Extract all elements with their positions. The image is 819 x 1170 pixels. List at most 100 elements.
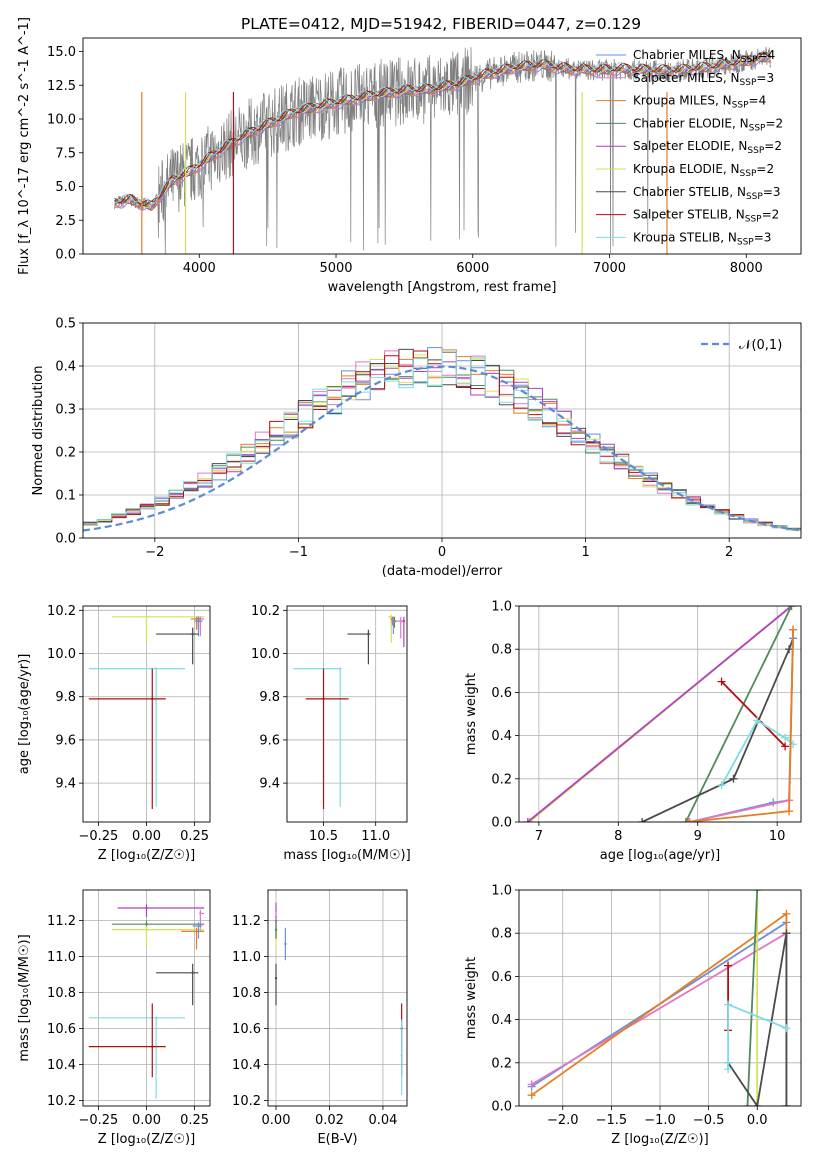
massweight-vs-age-frame <box>518 605 802 823</box>
spectrum-axes: 4000 5000 6000 7000 8000 0.0 2.5 5.0 7.5 10.0 12.5… <box>17 17 802 295</box>
mass-weight-marker <box>717 781 726 790</box>
massweight-vs-Z-ytick-label: 0.8 <box>491 927 512 942</box>
spectrum-xtick-label: 4000 <box>183 261 216 276</box>
legend-subscript: SSP <box>741 55 758 65</box>
legend-name: Chabrier ELODIE, N <box>633 116 749 130</box>
mass-weight-marker <box>781 742 790 751</box>
massweight-vs-age-ytick-label: 0.8 <box>491 643 512 658</box>
mass-vs-ebv-ytick-label: 10.8 <box>232 986 261 1001</box>
mass-weight-line <box>746 890 759 1106</box>
massweight-vs-age-xtick-label: 8 <box>614 829 622 844</box>
mass-weight-line <box>527 606 793 822</box>
mass-weight-marker <box>782 1024 791 1033</box>
errorbar-point <box>145 923 148 926</box>
legend-value: =2 <box>765 116 783 130</box>
mass-vs-ebv-axes: 0.00 0.02 0.04 10.2 10.4 10.6 10.8 11.0 11.2 E(B-… <box>232 889 408 1147</box>
legend-value: =2 <box>764 139 782 153</box>
mass-weight-marker <box>782 1102 791 1106</box>
spectrum-xlabel: wavelength [Angstrom, rest frame] <box>328 280 557 295</box>
massweight-vs-Z-ytick-label: 0.4 <box>491 1013 512 1028</box>
mass-weight-line <box>720 680 786 748</box>
mass-weight-marker <box>527 1080 536 1089</box>
massweight-vs-age-ytick-label: 0.0 <box>491 816 512 831</box>
mass-weight-line <box>727 933 788 1106</box>
mass-weight-marker <box>717 677 726 686</box>
spectrum-model-line <box>114 52 772 208</box>
age-vs-Z-xtick-label: 0.00 <box>132 829 161 844</box>
massweight-vs-Z-xtick-label: 0.0 <box>747 1113 768 1128</box>
massweight-vs-age-ytick-label: 0.2 <box>491 772 512 787</box>
spectrum-legend-label: Salpeter STELIB, NSSP=2 <box>633 208 779 225</box>
mass-vs-Z-ytick-label: 11.2 <box>47 914 76 929</box>
errorbar-point <box>274 977 278 980</box>
age-vs-mass-ytick-label: 10.0 <box>251 647 280 662</box>
mass-weight-marker <box>782 909 791 918</box>
mass-vs-Z-ytick-label: 10.8 <box>47 986 76 1001</box>
residuals-ytick-label: 0.0 <box>55 532 76 547</box>
residuals-axes: −2 −1 0 1 2 0.0 0.1 0.2 0.3 0.4 0.5 (data-model)/er… <box>31 317 802 579</box>
mass-vs-Z-xtick-label: −0.25 <box>78 1113 118 1128</box>
figure-title: PLATE=0412, MJD=51942, FIBERID=0447, z=0… <box>241 15 641 33</box>
massweight-vs-Z-ytick-label: 1.0 <box>491 884 512 899</box>
mass-weight-marker <box>782 929 791 938</box>
spectrum-frame <box>82 37 802 255</box>
errorbar-point <box>402 619 406 623</box>
residuals-ylabel: Normed distribution <box>31 366 46 496</box>
residuals-ytick-label: 0.2 <box>55 446 76 461</box>
massweight-vs-age-ytick-label: 0.6 <box>491 686 512 701</box>
spectrum-legend-label: Kroupa STELIB, NSSP=3 <box>633 230 771 247</box>
legend-value: =3 <box>763 185 781 199</box>
residuals-ytick-label: 0.3 <box>55 403 76 418</box>
age-vs-Z-xlabel: Z [log₁₀(Z/Z☉)] <box>98 848 195 863</box>
residuals-frame <box>82 322 802 539</box>
mass-vs-Z-frame <box>82 889 211 1107</box>
residuals-xtick-label: 0 <box>438 545 446 560</box>
legend-value: =4 <box>749 94 767 108</box>
legend-name: Chabrier STELIB, N <box>633 185 746 199</box>
age-vs-Z-xtick-label: 0.25 <box>180 829 209 844</box>
age-vs-Z-frame <box>82 605 211 823</box>
mass-weight-line <box>720 719 794 786</box>
mass-vs-Z-ytick-label: 10.2 <box>47 1094 76 1109</box>
legend-value: =3 <box>754 230 772 244</box>
legend-subscript: SSP <box>746 192 763 202</box>
legend-name: Kroupa MILES, N <box>633 94 732 108</box>
age-vs-mass-xtick-label: 11.0 <box>361 829 390 844</box>
spectrum-legend-label: Salpeter ELODIE, NSSP=2 <box>633 139 782 156</box>
spectrum-legend-label: Kroupa ELODIE, NSSP=2 <box>633 162 774 179</box>
mass-weight-marker <box>724 961 733 970</box>
massweight-vs-age-ytick-label: 0.4 <box>491 729 512 744</box>
errorbar-point <box>367 632 370 636</box>
legend-name: Salpeter STELIB, N <box>633 208 745 222</box>
residuals-xtick-label: −2 <box>145 545 164 560</box>
age-vs-mass-ytick-label: 9.8 <box>259 690 280 705</box>
massweight-vs-Z-ylabel: mass weight <box>464 957 479 1039</box>
errorbar-point <box>145 906 148 910</box>
age-vs-Z-axes: −0.25 0.00 0.25 9.4 9.6 9.8 10.0 10.2 Z [log₁₀(Z… <box>17 604 211 863</box>
errorbar-point <box>151 1045 154 1048</box>
massweight-vs-age-ytick-label: 1.0 <box>491 600 512 615</box>
mass-weight-marker <box>743 1102 752 1106</box>
massweight-vs-Z-ytick-label: 0.0 <box>491 1100 512 1115</box>
mass-vs-Z-plot-area <box>83 890 210 1106</box>
spectrum-ytick-label: 0.0 <box>55 248 76 263</box>
mass-vs-ebv-ytick-label: 10.2 <box>232 1094 261 1109</box>
errorbar-point <box>145 615 148 618</box>
legend-value: =2 <box>762 208 780 222</box>
legend-name: Kroupa ELODIE, N <box>633 162 740 176</box>
errorbar-point <box>197 924 200 928</box>
mass-vs-ebv-xtick-label: 0.04 <box>368 1113 397 1128</box>
legend-name: Salpeter MILES, N <box>633 71 740 85</box>
residuals-plot-area <box>83 323 801 538</box>
mass-vs-ebv-xtick-label: 0.02 <box>315 1113 344 1128</box>
mass-vs-Z-ytick-label: 10.6 <box>47 1022 76 1037</box>
mass-vs-Z-xtick-label: 0.25 <box>180 1113 209 1128</box>
massweight-vs-Z-xlabel: Z [log₁₀(Z/Z☉)] <box>611 1132 708 1147</box>
errorbar-point <box>154 667 158 670</box>
mass-weight-marker <box>753 716 762 725</box>
errorbar-point <box>195 617 198 621</box>
residuals-ytick-label: 0.1 <box>55 489 76 504</box>
errorbar-point <box>199 912 202 915</box>
massweight-vs-Z-frame <box>518 889 802 1107</box>
